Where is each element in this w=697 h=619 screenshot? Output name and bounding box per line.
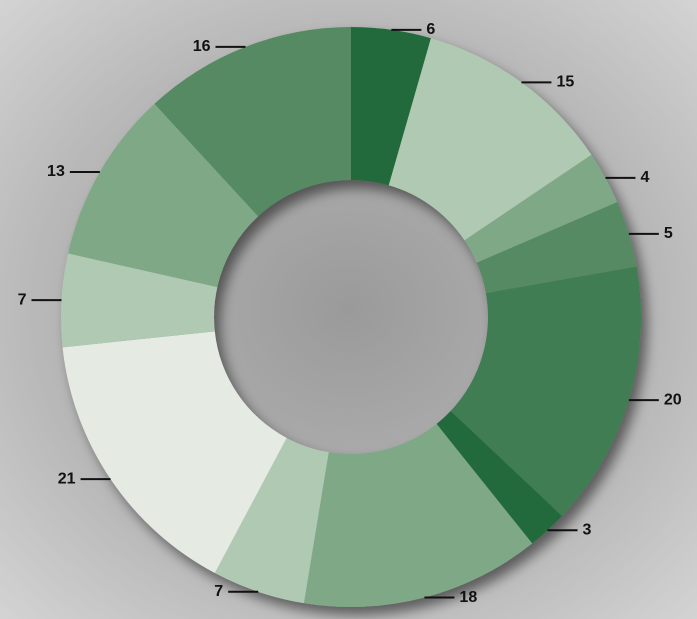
data-label: 16 bbox=[193, 38, 211, 55]
donut-segment bbox=[154, 26, 351, 217]
donut-segment bbox=[388, 38, 592, 241]
data-label: 21 bbox=[58, 470, 76, 487]
donut-segment bbox=[464, 154, 618, 263]
donut-segment bbox=[476, 202, 637, 294]
donut-segment bbox=[450, 266, 641, 517]
data-label: 3 bbox=[583, 521, 592, 538]
data-label: 5 bbox=[664, 225, 673, 242]
donut-segment bbox=[303, 423, 533, 607]
data-label: 20 bbox=[664, 391, 682, 408]
data-label: 7 bbox=[18, 291, 27, 308]
data-label: 4 bbox=[640, 169, 649, 186]
donut-segment bbox=[436, 411, 562, 544]
data-label: 7 bbox=[214, 583, 223, 600]
data-label: 18 bbox=[459, 589, 477, 606]
donut-segment bbox=[60, 253, 218, 348]
donut-segment bbox=[351, 27, 431, 186]
data-label: 6 bbox=[426, 21, 435, 38]
donut-segment bbox=[62, 331, 287, 574]
donut bbox=[60, 26, 641, 607]
donut-segment bbox=[214, 437, 329, 604]
donut-segment bbox=[68, 103, 259, 287]
data-label: 15 bbox=[556, 74, 574, 91]
data-label: 13 bbox=[47, 163, 65, 180]
